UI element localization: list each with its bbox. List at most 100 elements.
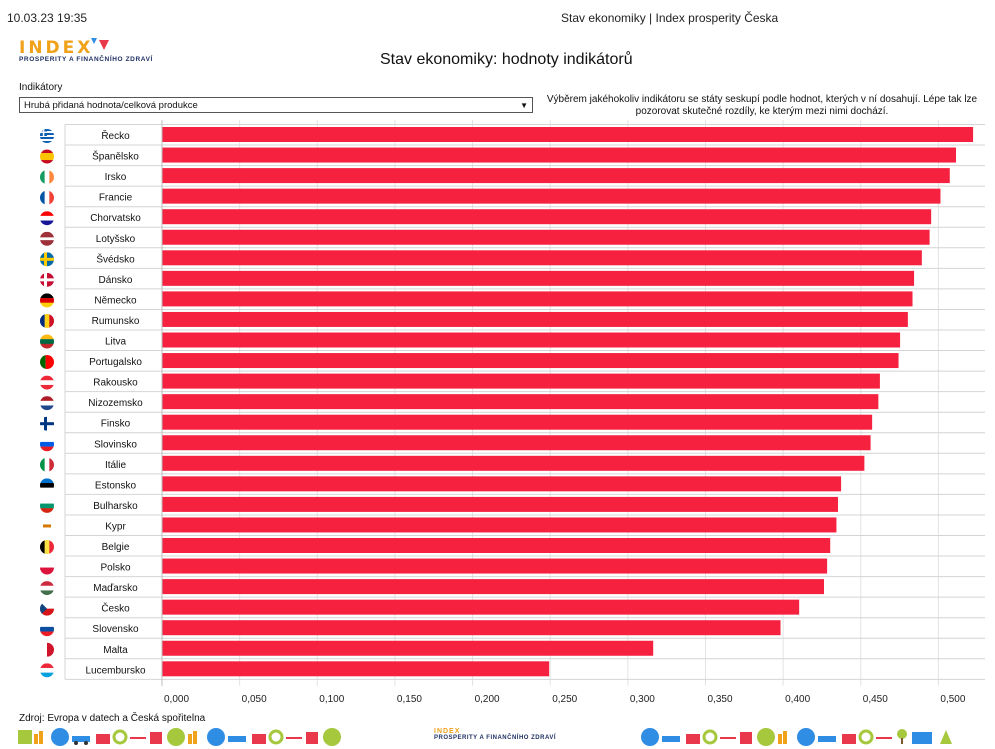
category-label: Litva bbox=[105, 337, 127, 348]
category-label: Dánsko bbox=[99, 275, 133, 286]
x-tick-label: 0,150 bbox=[397, 694, 422, 705]
category-label: Belgie bbox=[102, 542, 130, 553]
x-tick-label: 0,000 bbox=[164, 694, 189, 705]
x-tick-label: 0,450 bbox=[863, 694, 888, 705]
bar-chart: 0,000 0,050 0,100 0,150 0,200 0,250 0,300 0,350… bbox=[40, 120, 985, 705]
bar bbox=[162, 476, 842, 492]
chart-heading: Stav ekonomiky: hodnoty indikátorů bbox=[380, 51, 633, 68]
bar bbox=[162, 209, 932, 225]
category-label: Slovensko bbox=[92, 624, 139, 635]
flag-lu-icon bbox=[40, 663, 54, 678]
category-label: Česko bbox=[101, 602, 130, 615]
datetime: 10.03.23 19:35 bbox=[7, 11, 88, 25]
flag-mt-icon bbox=[40, 642, 54, 657]
bar bbox=[162, 250, 922, 266]
category-label: Kypr bbox=[105, 521, 126, 532]
category-label: Itálie bbox=[105, 460, 127, 471]
flag-at-icon bbox=[40, 375, 54, 390]
category-label: Rakousko bbox=[93, 378, 138, 389]
bar bbox=[162, 229, 930, 245]
bar bbox=[162, 558, 828, 574]
bar bbox=[162, 579, 825, 595]
category-label: Německo bbox=[94, 295, 137, 306]
x-tick-label: 0,250 bbox=[552, 694, 577, 705]
flag-bg-icon bbox=[40, 498, 54, 513]
bar bbox=[162, 496, 838, 512]
flag-it-icon bbox=[40, 457, 54, 472]
category-label: Portugalsko bbox=[89, 357, 142, 368]
flag-ee-icon bbox=[40, 478, 54, 493]
x-tick-label: 0,400 bbox=[785, 694, 810, 705]
footer-logo: INDEX PROSPERITY A FINANČNÍHO ZDRAVÍ bbox=[434, 728, 556, 741]
bar bbox=[162, 640, 654, 656]
bar bbox=[162, 188, 941, 204]
flag-fi-icon bbox=[40, 416, 54, 431]
logo-tagline: PROSPERITY A FINANČNÍHO ZDRAVÍ bbox=[19, 56, 153, 63]
category-label: Rumunsko bbox=[92, 316, 140, 327]
flag-hu-icon bbox=[40, 581, 54, 596]
logo-triangles-icon bbox=[91, 38, 109, 50]
x-tick-label: 0,300 bbox=[630, 694, 655, 705]
flag-pl-icon bbox=[40, 560, 54, 575]
bar bbox=[162, 353, 899, 369]
category-label: Irsko bbox=[105, 172, 127, 183]
flag-pt-icon bbox=[40, 355, 54, 370]
category-label: Estonsko bbox=[95, 480, 137, 491]
flag-be-icon bbox=[40, 540, 54, 554]
page-title: Stav ekonomiky | Index prosperity Česka bbox=[561, 11, 779, 25]
bar bbox=[162, 538, 831, 553]
category-label: Švédsko bbox=[96, 252, 135, 265]
bar bbox=[162, 127, 974, 142]
x-tick-label: 0,100 bbox=[319, 694, 344, 705]
bar bbox=[162, 168, 950, 184]
category-label: Slovinsko bbox=[94, 439, 137, 450]
category-label: Bulharsko bbox=[93, 501, 138, 512]
bar bbox=[162, 332, 901, 348]
x-tick-label: 0,500 bbox=[940, 694, 965, 705]
category-label: Maďarsko bbox=[93, 583, 138, 594]
footer-icons-left bbox=[18, 726, 388, 746]
logo-word: INDEX bbox=[19, 38, 94, 58]
indicator-selected-value: Hrubá přidaná hodnota/celková produkce bbox=[24, 100, 198, 111]
category-label: Chorvatsko bbox=[90, 213, 141, 224]
category-label: Finsko bbox=[101, 419, 131, 430]
category-label: Lotyšsko bbox=[96, 234, 136, 245]
footer-logo-word: INDEX bbox=[434, 728, 461, 735]
flag-ro-icon bbox=[40, 313, 54, 328]
flag-nl-icon bbox=[40, 396, 54, 411]
index-logo: INDEX PROSPERITY A FINANČNÍHO ZDRAVÍ bbox=[19, 38, 153, 63]
flag-de-icon bbox=[40, 293, 54, 308]
flag-lt-icon bbox=[40, 334, 54, 349]
flag-es-icon bbox=[40, 149, 54, 164]
bar bbox=[162, 147, 956, 163]
indicator-dropdown[interactable]: Hrubá přidaná hodnota/celková produkce ▼ bbox=[19, 97, 533, 113]
flag-gr-icon bbox=[40, 129, 54, 143]
category-label: Španělsko bbox=[92, 150, 139, 163]
bar bbox=[162, 517, 837, 533]
category-label: Polsko bbox=[100, 563, 130, 574]
category-label: Francie bbox=[99, 193, 133, 204]
category-label: Nizozemsko bbox=[88, 398, 143, 409]
flag-si-icon bbox=[40, 437, 54, 452]
bar bbox=[162, 599, 800, 615]
dropdown-arrow-icon[interactable]: ▼ bbox=[520, 101, 528, 110]
footer-illustration-right-icon bbox=[641, 728, 952, 746]
category-label: Malta bbox=[103, 645, 128, 656]
flag-cy-icon bbox=[40, 519, 54, 534]
selection-note: Výběrem jakéhokoliv indikátoru se státy … bbox=[546, 94, 978, 117]
bar bbox=[162, 661, 550, 677]
bar bbox=[162, 414, 873, 430]
indicator-label: Indikátory bbox=[19, 82, 63, 93]
flag-sk-icon bbox=[40, 622, 54, 637]
bar bbox=[162, 435, 871, 451]
bar bbox=[162, 270, 915, 286]
x-tick-label: 0,350 bbox=[707, 694, 732, 705]
flag-ie-icon bbox=[40, 170, 54, 185]
bar bbox=[162, 394, 879, 410]
x-tick-label: 0,050 bbox=[242, 694, 267, 705]
flag-se-icon bbox=[40, 252, 54, 267]
flag-cz-icon bbox=[40, 601, 54, 616]
footer-illustration-left-icon bbox=[18, 728, 341, 746]
flag-hr-icon bbox=[40, 211, 54, 226]
footer-logo-tagline: PROSPERITY A FINANČNÍHO ZDRAVÍ bbox=[434, 735, 557, 741]
